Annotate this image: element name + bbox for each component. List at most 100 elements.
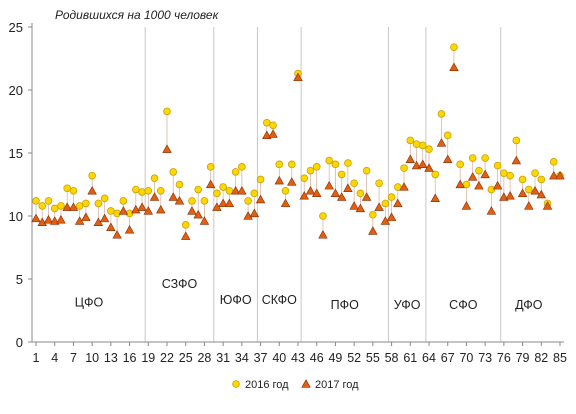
x-tick-label: 16 xyxy=(123,351,137,365)
data-point-2017 xyxy=(293,72,303,82)
data-point-2016 xyxy=(107,207,115,215)
data-point-2016 xyxy=(225,187,234,195)
data-point-2016 xyxy=(100,194,109,203)
data-point-2016 xyxy=(512,136,521,145)
x-tick-label: 55 xyxy=(366,351,380,365)
data-point-2017 xyxy=(43,214,54,224)
data-point-2016 xyxy=(518,175,527,184)
data-point-2017 xyxy=(106,222,116,231)
data-point-2016 xyxy=(356,189,365,198)
data-point-2016 xyxy=(188,197,196,205)
data-point-2017 xyxy=(455,179,465,189)
x-tick-label: 4 xyxy=(51,351,58,365)
data-point-2017 xyxy=(505,191,515,200)
data-point-2016 xyxy=(362,166,371,175)
district-labels: ЦФО СЗФО ЮФО СКФО ПФО УФО СФО ДФО xyxy=(75,277,543,312)
axes: 0 5 10 15 20 25 1 4 7 10 13 16 19 22 25 28 31 34 37 40 43 46 4… xyxy=(9,20,567,365)
data-point-2016 xyxy=(144,187,153,195)
data-point-2016 xyxy=(487,185,496,194)
district-label: ПФО xyxy=(331,298,359,312)
x-tick-label: 43 xyxy=(291,351,305,365)
data-point-2016 xyxy=(337,170,346,179)
x-tick-label: 73 xyxy=(478,351,492,365)
district-label: СЗФО xyxy=(162,277,198,291)
data-point-2016 xyxy=(75,202,84,210)
data-point-2016 xyxy=(475,166,483,175)
data-point-2017 xyxy=(199,216,210,225)
data-point-2017 xyxy=(162,144,172,153)
x-tick-label: 7 xyxy=(70,351,77,365)
data-point-2016 xyxy=(394,183,402,191)
data-point-2017 xyxy=(287,177,297,186)
district-label: ЦФО xyxy=(75,296,104,310)
x-tick-label: 52 xyxy=(347,351,361,365)
data-point-2016 xyxy=(443,131,452,140)
x-tick-label: 82 xyxy=(534,351,548,365)
data-point-2016 xyxy=(350,179,358,188)
data-point-2016 xyxy=(412,140,421,148)
data-point-2016 xyxy=(406,136,415,145)
data-point-2017 xyxy=(143,206,153,215)
data-point-2016 xyxy=(431,170,440,179)
data-point-2017 xyxy=(255,194,266,204)
data-point-2016 xyxy=(38,202,47,210)
x-tick-label: 1 xyxy=(33,351,40,365)
data-point-2016 xyxy=(531,169,539,177)
district-label: ДФО xyxy=(515,298,543,312)
data-point-2016 xyxy=(425,145,433,154)
data-point-2017 xyxy=(112,230,122,239)
y-tick-label: 10 xyxy=(9,209,23,224)
data-point-2017 xyxy=(68,202,79,211)
data-point-2017 xyxy=(386,212,397,221)
data-point-2016 xyxy=(456,160,464,169)
data-point-2017 xyxy=(343,183,353,192)
data-point-2016 xyxy=(306,166,315,175)
data-point-2016 xyxy=(344,159,352,167)
data-point-2016 xyxy=(369,210,377,219)
data-point-2016 xyxy=(69,187,78,195)
data-point-2016 xyxy=(219,183,227,191)
data-point-2017 xyxy=(31,213,41,223)
data-point-2017 xyxy=(237,185,247,195)
data-point-2017 xyxy=(517,188,528,197)
data-point-2016 xyxy=(169,168,178,176)
data-point-2017 xyxy=(536,189,546,199)
data-point-2017 xyxy=(549,170,559,180)
data-point-2017 xyxy=(87,185,97,195)
data-point-2017 xyxy=(511,155,522,165)
data-point-2016 xyxy=(537,175,546,184)
x-tick-label: 76 xyxy=(497,351,511,365)
data-point-2016 xyxy=(256,175,265,184)
y-tick-label: 15 xyxy=(9,146,23,161)
legend: 2016 год 2017 год xyxy=(232,379,359,391)
chart-title: Родившихся на 1000 человек xyxy=(55,8,220,22)
data-point-2017 xyxy=(230,185,241,195)
data-point-2017 xyxy=(218,198,228,208)
data-point-2017 xyxy=(368,226,378,235)
data-point-2016 xyxy=(331,160,340,169)
data-point-2016 xyxy=(387,193,396,201)
y-tick-label: 25 xyxy=(9,20,23,35)
data-point-2017 xyxy=(280,198,291,208)
data-point-2016 xyxy=(462,180,471,189)
data-point-2016 xyxy=(213,189,221,198)
data-point-2016 xyxy=(231,168,240,176)
data-point-2017 xyxy=(62,202,72,211)
data-point-2016 xyxy=(263,118,271,127)
x-tick-label: 67 xyxy=(441,351,455,365)
data-point-2017 xyxy=(56,214,66,224)
data-point-2016 xyxy=(300,174,309,183)
data-point-2016 xyxy=(238,163,246,171)
x-tick-label: 34 xyxy=(235,351,249,365)
data-point-2017 xyxy=(37,217,47,226)
data-point-2017 xyxy=(336,192,347,201)
data-point-2016 xyxy=(500,169,508,177)
x-tick-label: 85 xyxy=(553,351,567,365)
data-point-2016 xyxy=(44,197,53,205)
data-point-2017 xyxy=(361,192,372,201)
data-point-2017 xyxy=(168,192,178,201)
data-point-2016 xyxy=(381,199,390,208)
data-point-2016 xyxy=(525,185,533,194)
data-point-2016 xyxy=(150,174,159,183)
data-point-2017 xyxy=(461,201,472,210)
